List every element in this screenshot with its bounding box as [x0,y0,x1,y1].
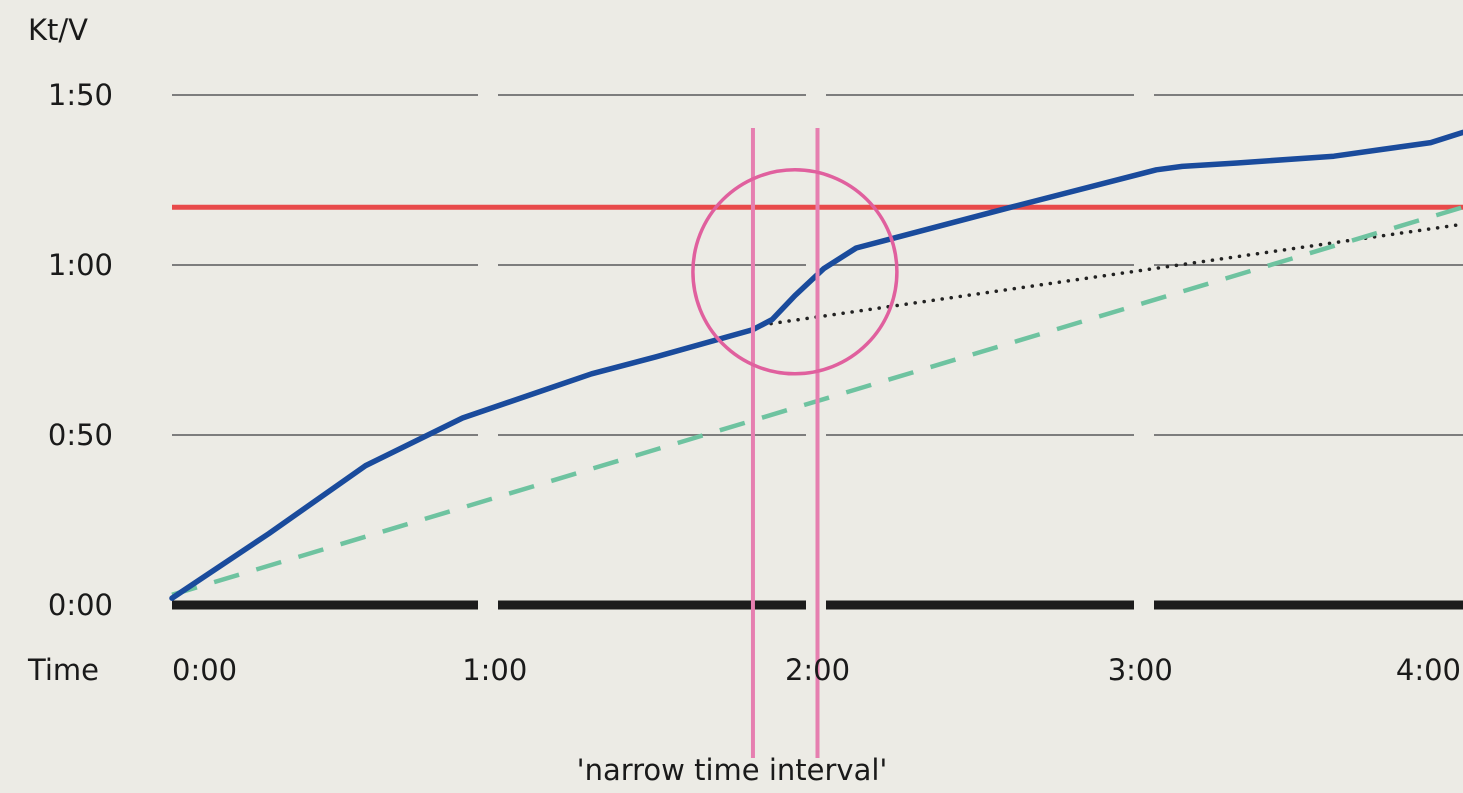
interval-annotation-label: 'narrow time interval' [577,753,888,787]
tick-labels: 0:00 1:00 2:00 3:00 4:00 0:00 0:50 1:00 1:50 [48,78,1461,687]
series-line-solid [169,129,1463,601]
highlight-circle [691,168,899,376]
x-tick-label: 0:00 [172,653,237,687]
x-axis-label: Time [27,653,99,687]
y-tick-label: 1:50 [48,78,113,112]
y-tick-label: 0:50 [48,418,113,452]
series-line-dotted [751,222,1463,328]
x-tick-label: 4:00 [1396,653,1461,687]
highlight-annotation [691,168,899,376]
x-tick-label: 3:00 [1108,653,1173,687]
gridlines [172,94,1463,436]
interval-markers [750,128,820,758]
x-tick-label: 2:00 [785,653,850,687]
y-axis-label: Kt/V [28,13,88,47]
x-tick-label: 1:00 [462,653,527,687]
y-tick-label: 1:00 [48,248,113,282]
y-tick-label: 0:00 [48,588,113,622]
